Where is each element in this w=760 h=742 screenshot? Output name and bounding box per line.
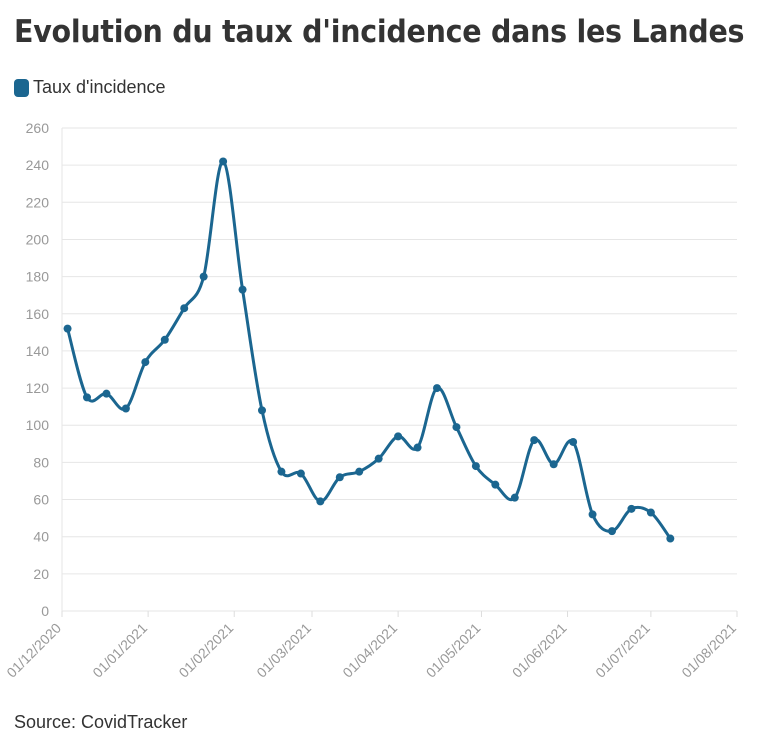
x-tick-label: 01/07/2021 [592, 620, 653, 681]
data-point [666, 534, 675, 543]
data-point [296, 469, 305, 478]
data-point [510, 493, 519, 502]
x-tick-label: 01/02/2021 [175, 620, 236, 681]
legend-label: Taux d'incidence [33, 77, 166, 97]
data-point [608, 527, 616, 536]
data-point [63, 324, 72, 333]
legend-swatch [14, 78, 29, 97]
y-tick-label: 200 [26, 231, 50, 247]
x-tick-label: 01/05/2021 [423, 620, 484, 681]
x-tick-label: 01/03/2021 [253, 620, 314, 681]
data-point [530, 436, 539, 445]
series-line [66, 159, 672, 540]
data-point [491, 480, 500, 489]
data-point [199, 272, 208, 281]
x-tick-label: 01/08/2021 [678, 620, 739, 681]
x-tick-label: 01/12/2020 [3, 620, 64, 681]
data-point [219, 157, 228, 166]
y-tick-label: 260 [26, 120, 50, 136]
y-tick-label: 60 [33, 492, 49, 508]
data-point [394, 432, 403, 441]
y-tick-label: 80 [33, 454, 49, 470]
data-point [374, 454, 383, 463]
data-point [141, 358, 150, 367]
data-point [549, 460, 558, 469]
y-tick-label: 180 [26, 269, 50, 285]
data-point [258, 406, 266, 415]
data-point [102, 389, 111, 398]
y-tick-label: 120 [26, 380, 50, 396]
data-point [413, 443, 422, 452]
data-point [433, 384, 441, 393]
y-tick-label: 20 [33, 566, 49, 582]
data-point [627, 504, 636, 513]
y-tick-label: 220 [26, 194, 50, 210]
data-point [452, 423, 461, 432]
data-point [355, 467, 364, 476]
data-point [646, 508, 655, 517]
y-tick-label: 100 [26, 417, 50, 433]
x-tick-label: 01/01/2021 [89, 620, 150, 681]
data-point [588, 510, 597, 519]
data-point [277, 467, 286, 476]
data-point [160, 335, 169, 344]
x-tick-label: 01/04/2021 [339, 620, 400, 681]
y-tick-label: 140 [26, 343, 50, 359]
y-tick-label: 240 [26, 157, 50, 173]
data-point [335, 473, 344, 482]
data-point [471, 462, 480, 471]
data-point [316, 497, 325, 506]
data-point [83, 393, 91, 402]
x-tick-label: 01/06/2021 [509, 620, 570, 681]
source-text: Source: CovidTracker [14, 712, 188, 732]
y-tick-label: 160 [26, 306, 50, 322]
y-tick-label: 0 [41, 603, 49, 619]
data-point [569, 437, 578, 446]
data-point [180, 304, 189, 313]
data-point [238, 285, 247, 294]
chart-title: Evolution du taux d'incidence dans les L… [14, 14, 745, 50]
legend: Taux d'incidence [14, 77, 166, 98]
y-tick-label: 40 [33, 529, 49, 545]
data-point [121, 404, 130, 413]
